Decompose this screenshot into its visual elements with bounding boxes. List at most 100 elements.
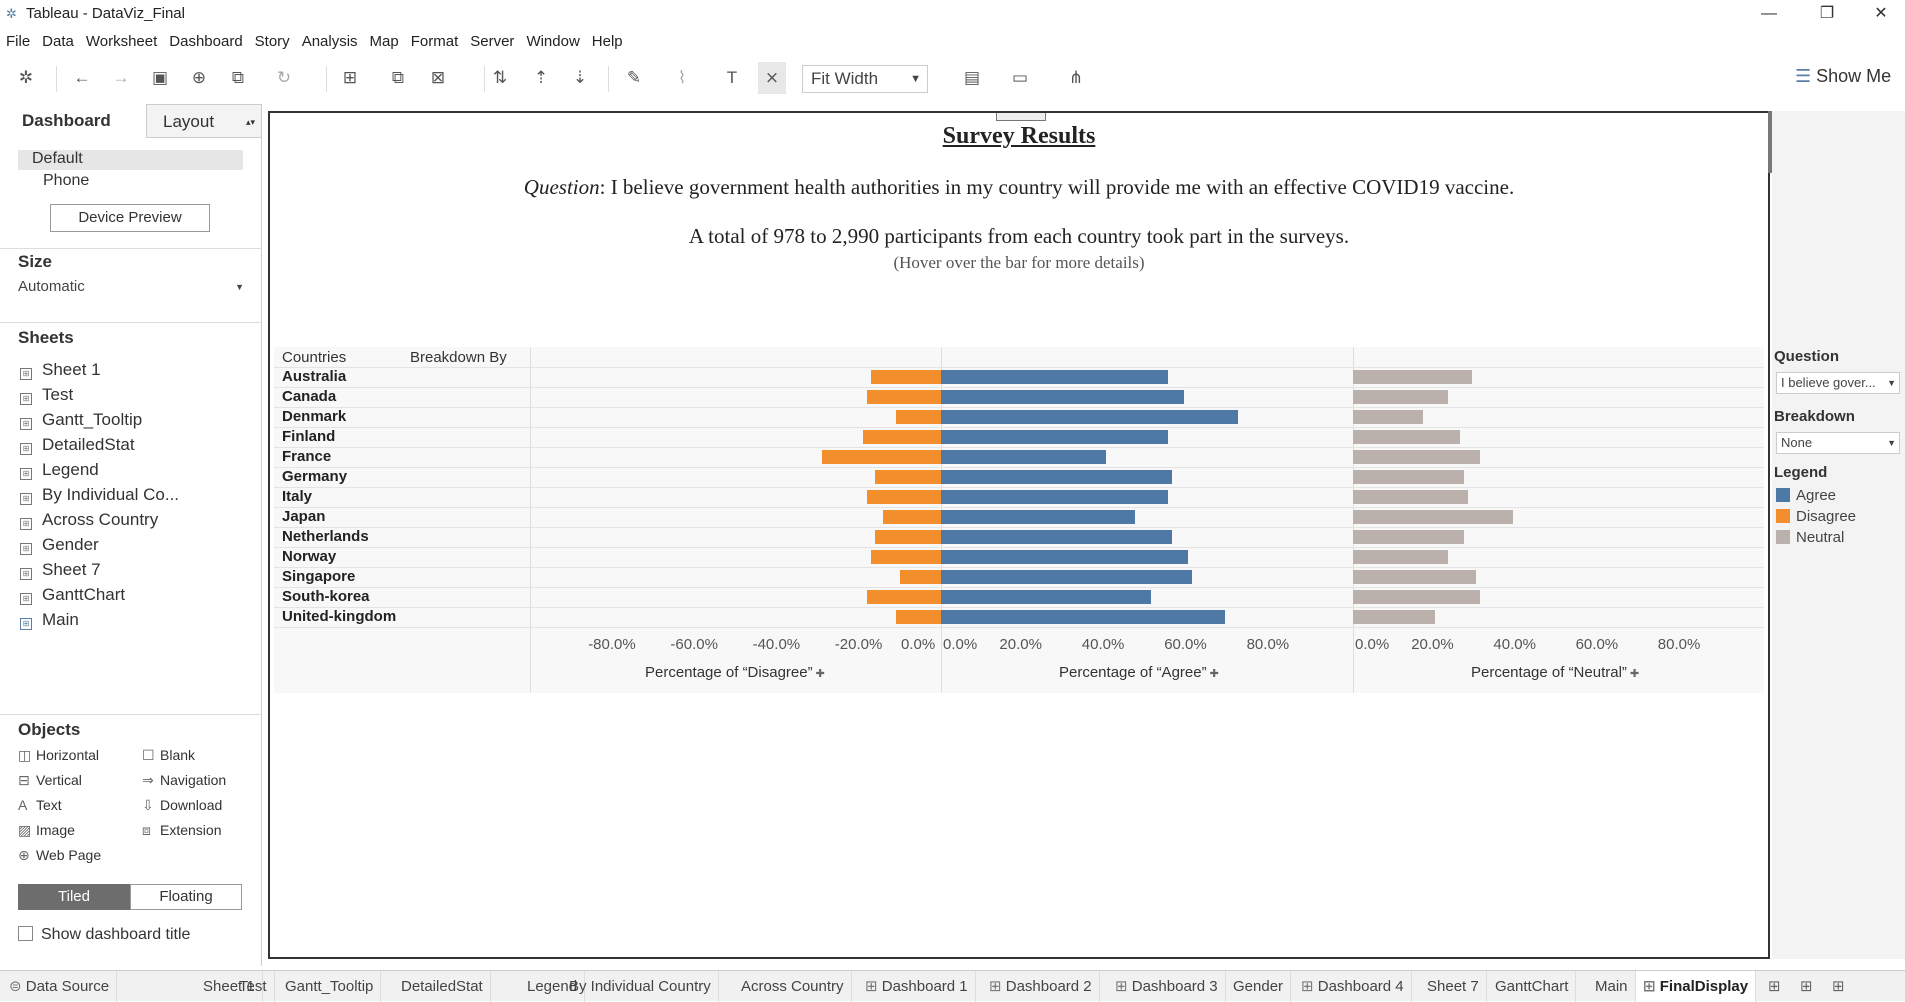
show-me-button[interactable]: ☰ Show Me: [1795, 66, 1892, 86]
object-web-page[interactable]: ⊕ Web Page: [18, 847, 102, 863]
menu-analysis[interactable]: Analysis: [301, 33, 358, 50]
bar-neutral[interactable]: [1353, 470, 1464, 484]
restore-icon[interactable]: ❐: [1819, 5, 1835, 22]
bar-neutral[interactable]: [1353, 410, 1423, 424]
sheet-tab[interactable]: Gender: [1226, 971, 1292, 1002]
bar-agree[interactable]: [941, 390, 1185, 404]
labels-icon[interactable]: T: [726, 68, 738, 87]
new-worksheet-icon[interactable]: ⊞: [342, 68, 358, 87]
bar-disagree[interactable]: [867, 590, 941, 604]
bar-neutral[interactable]: [1353, 430, 1460, 444]
device-preview-button[interactable]: Device Preview: [50, 204, 210, 232]
bar-neutral[interactable]: [1353, 510, 1514, 524]
breakdown-filter-select[interactable]: None ▼: [1776, 432, 1900, 454]
object-horizontal[interactable]: ◫ Horizontal: [18, 747, 100, 763]
sheet-item[interactable]: ⊞ Gender: [20, 535, 99, 555]
show-title-checkbox[interactable]: Show dashboard title: [18, 926, 190, 944]
bar-neutral[interactable]: [1353, 610, 1436, 624]
sheet-tab[interactable]: Sheet 1: [196, 971, 263, 1002]
bar-agree[interactable]: [941, 370, 1168, 384]
sheet-tab[interactable]: GanttChart: [1488, 971, 1577, 1002]
menu-format[interactable]: Format: [410, 33, 459, 50]
bar-neutral[interactable]: [1353, 570, 1477, 584]
sheet-tab[interactable]: Gantt_Tooltip: [278, 971, 382, 1002]
tableau-home-icon[interactable]: ✲: [18, 68, 34, 87]
sheet-item[interactable]: ⊞ By Individual Co...: [20, 485, 179, 505]
highlight-icon[interactable]: ✎: [626, 68, 642, 87]
sheet-item[interactable]: ⊞ Gantt_Tooltip: [20, 410, 142, 430]
sheet-item[interactable]: ⊞ Sheet 7: [20, 560, 101, 580]
bar-neutral[interactable]: [1353, 370, 1473, 384]
undo-icon[interactable]: ←: [73, 68, 91, 87]
menu-data[interactable]: Data: [42, 33, 74, 50]
bar-disagree[interactable]: [862, 430, 941, 444]
menu-map[interactable]: Map: [369, 33, 399, 50]
sheet-item[interactable]: ⊞ Across Country: [20, 510, 158, 530]
sheet-item[interactable]: ⊞ Test: [20, 385, 73, 405]
new-worksheet-tab-icon[interactable]: ⊞: [1768, 978, 1781, 995]
bar-agree[interactable]: [941, 610, 1226, 624]
bar-agree[interactable]: [941, 410, 1238, 424]
sheet-tab[interactable]: ⊞ Dashboard 3: [1108, 971, 1226, 1002]
bar-agree[interactable]: [941, 590, 1152, 604]
minimize-icon[interactable]: —: [1761, 5, 1777, 22]
sheet-tab[interactable]: Main: [1588, 971, 1636, 1002]
sheet-tab[interactable]: Across Country: [734, 971, 852, 1002]
tiled-button[interactable]: Tiled: [18, 884, 130, 910]
presentation-icon[interactable]: ▭: [1011, 68, 1029, 87]
bar-disagree[interactable]: [867, 490, 941, 504]
refresh-icon[interactable]: ↻: [276, 68, 292, 87]
bar-disagree[interactable]: [871, 550, 941, 564]
swap-icon[interactable]: ⇅: [492, 68, 508, 87]
sheet-item[interactable]: ⊞ Main: [20, 610, 79, 630]
bar-agree[interactable]: [941, 490, 1168, 504]
legend-item-disagree[interactable]: Disagree: [1776, 508, 1856, 525]
bar-disagree[interactable]: [899, 570, 941, 584]
device-phone[interactable]: Phone: [43, 172, 90, 189]
bar-neutral[interactable]: [1353, 490, 1469, 504]
bar-agree[interactable]: [941, 450, 1106, 464]
device-default[interactable]: Default: [18, 150, 243, 170]
fix-axes-icon[interactable]: ⨯: [758, 62, 786, 94]
sheet-item[interactable]: ⊞ DetailedStat: [20, 435, 135, 455]
sheet-tab[interactable]: Legend: [520, 971, 586, 1002]
menu-server[interactable]: Server: [470, 33, 515, 50]
bar-disagree[interactable]: [895, 410, 941, 424]
menu-worksheet[interactable]: Worksheet: [85, 33, 158, 50]
new-datasource-icon[interactable]: ⊕: [191, 68, 207, 87]
bar-neutral[interactable]: [1353, 530, 1464, 544]
new-dashboard-tab-icon[interactable]: ⊞: [1800, 978, 1813, 995]
bar-agree[interactable]: [941, 570, 1193, 584]
menu-story[interactable]: Story: [254, 33, 290, 50]
sheet-tab[interactable]: Sheet 7: [1420, 971, 1487, 1002]
tab-layout[interactable]: Layout ▴▾: [146, 104, 262, 138]
bar-agree[interactable]: [941, 530, 1172, 544]
save-icon[interactable]: ▣: [151, 68, 169, 87]
sheet-tab[interactable]: ⊞ Dashboard 4: [1294, 971, 1412, 1002]
menu-dashboard[interactable]: Dashboard: [169, 33, 243, 50]
bar-agree[interactable]: [941, 550, 1189, 564]
sheet-tab[interactable]: DetailedStat: [394, 971, 491, 1002]
object-text[interactable]: A Text: [18, 797, 62, 813]
bar-agree[interactable]: [941, 430, 1168, 444]
size-select[interactable]: Automatic ▼: [18, 278, 244, 295]
object-image[interactable]: ▨ Image: [18, 822, 75, 838]
object-vertical[interactable]: ⊟ Vertical: [18, 772, 82, 788]
bar-disagree[interactable]: [821, 450, 941, 464]
bar-neutral[interactable]: [1353, 550, 1448, 564]
legend-item-neutral[interactable]: Neutral: [1776, 529, 1844, 546]
group-icon[interactable]: ⌇: [677, 68, 687, 87]
tab-dashboard[interactable]: Dashboard: [0, 104, 146, 138]
fit-width-select[interactable]: Fit Width ▼: [802, 65, 928, 93]
sheet-tab[interactable]: ⊞ Dashboard 1: [858, 971, 976, 1002]
menu-file[interactable]: File: [6, 33, 31, 50]
bar-neutral[interactable]: [1353, 450, 1481, 464]
new-story-tab-icon[interactable]: ⊞: [1832, 978, 1845, 995]
sheet-item[interactable]: ⊞ GanttChart: [20, 585, 125, 605]
menu-help[interactable]: Help: [591, 33, 623, 50]
bar-disagree[interactable]: [875, 470, 941, 484]
question-filter-select[interactable]: I believe gover... ▼: [1776, 372, 1900, 394]
bar-agree[interactable]: [941, 510, 1135, 524]
legend-item-agree[interactable]: Agree: [1776, 487, 1836, 504]
redo-icon[interactable]: →: [112, 68, 130, 87]
